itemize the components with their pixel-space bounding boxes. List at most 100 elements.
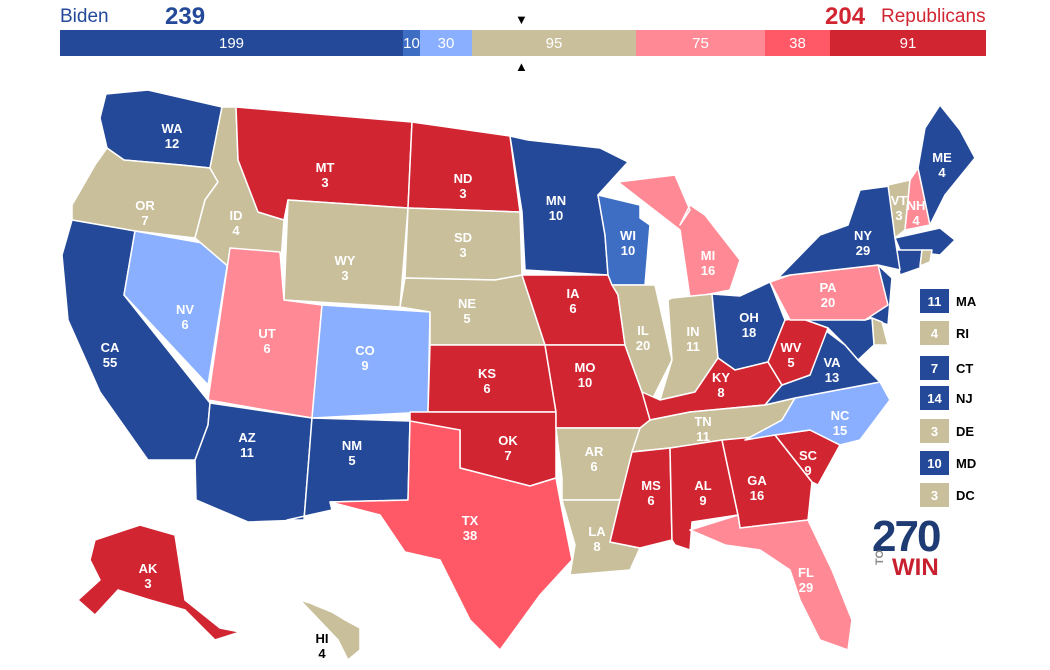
state-label-ne: NE bbox=[458, 296, 476, 311]
legend-ev-box[interactable]: 4 bbox=[920, 321, 949, 345]
legend-ev-box[interactable]: 14 bbox=[920, 386, 949, 410]
state-ev-ia: 6 bbox=[569, 301, 576, 316]
bar-segment-tossup: 95 bbox=[472, 30, 636, 56]
state-tx[interactable] bbox=[329, 420, 573, 651]
state-ev-nd: 3 bbox=[459, 186, 466, 201]
legend-ev-box[interactable]: 11 bbox=[920, 289, 949, 313]
legend-ev-box[interactable]: 7 bbox=[920, 356, 949, 380]
state-ev-mi: 16 bbox=[701, 263, 715, 278]
state-ev-oh: 18 bbox=[742, 325, 756, 340]
legend-row-nj[interactable]: 14 NJ bbox=[920, 386, 973, 410]
state-ev-sc: 9 bbox=[804, 463, 811, 478]
state-label-nh: NH bbox=[907, 198, 926, 213]
state-label-co: CO bbox=[355, 343, 375, 358]
bar-segment-lean-dem: 30 bbox=[420, 30, 472, 56]
state-label-tn: TN bbox=[694, 414, 711, 429]
logo-win: WIN bbox=[892, 554, 939, 581]
state-ev-ky: 8 bbox=[717, 385, 724, 400]
state-label-ia: IA bbox=[567, 286, 581, 301]
state-ev-az: 11 bbox=[240, 445, 254, 460]
state-ev-ar: 6 bbox=[590, 459, 597, 474]
state-ev-ak: 3 bbox=[144, 576, 151, 591]
electoral-vote-bar: 199 10 30 95 75 38 91 bbox=[60, 30, 986, 56]
state-ev-ks: 6 bbox=[483, 381, 490, 396]
state-ev-nv: 6 bbox=[181, 317, 188, 332]
state-label-ks: KS bbox=[478, 366, 496, 381]
state-label-or: OR bbox=[135, 198, 155, 213]
ma-shape[interactable] bbox=[894, 227, 956, 256]
state-label-ak: AK bbox=[139, 561, 158, 576]
legend-ev-box[interactable]: 3 bbox=[920, 483, 949, 507]
state-label-me: ME bbox=[932, 150, 952, 165]
state-label-sc: SC bbox=[799, 448, 818, 463]
state-ev-il: 20 bbox=[636, 338, 650, 353]
bar-segment-likely-dem: 10 bbox=[403, 30, 420, 56]
state-ev-nc: 15 bbox=[833, 423, 847, 438]
state-ev-wa: 12 bbox=[165, 136, 179, 151]
state-ev-pa: 20 bbox=[821, 295, 835, 310]
state-ak[interactable] bbox=[77, 524, 241, 641]
state-nv[interactable] bbox=[123, 230, 231, 386]
state-label-wi: WI bbox=[620, 228, 636, 243]
state-ev-in: 11 bbox=[686, 339, 700, 354]
state-ny[interactable] bbox=[777, 185, 901, 279]
legend-state-abbr: MA bbox=[956, 293, 977, 309]
state-ev-va: 13 bbox=[825, 370, 839, 385]
state-ev-al: 9 bbox=[699, 493, 706, 508]
state-ev-fl: 29 bbox=[799, 580, 813, 595]
state-label-ar: AR bbox=[585, 444, 604, 459]
legend-row-de[interactable]: 3 DE bbox=[920, 419, 974, 443]
state-label-wy: WY bbox=[335, 253, 356, 268]
legend-state-abbr: DE bbox=[956, 423, 975, 439]
legend-state-abbr: MD bbox=[956, 455, 977, 471]
legend-row-ri[interactable]: 4 RI bbox=[920, 321, 969, 345]
state-co[interactable] bbox=[311, 304, 431, 419]
state-label-va: VA bbox=[823, 355, 841, 370]
state-label-ca: CA bbox=[101, 340, 120, 355]
legend-row-ma[interactable]: 11 MA bbox=[920, 289, 976, 313]
ri-shape[interactable] bbox=[919, 249, 933, 267]
state-label-id: ID bbox=[230, 208, 243, 223]
state-label-nc: NC bbox=[831, 408, 850, 423]
dem-candidate-name: Biden bbox=[60, 6, 109, 27]
state-ev-ne: 5 bbox=[463, 311, 470, 326]
bar-segment-lean-rep: 75 bbox=[636, 30, 765, 56]
state-ev-ut: 6 bbox=[263, 341, 270, 356]
state-label-il: IL bbox=[637, 323, 649, 338]
state-mi[interactable] bbox=[617, 174, 741, 299]
rep-electoral-total: 204 bbox=[825, 3, 866, 30]
state-label-tx: TX bbox=[462, 513, 479, 528]
legend-row-dc[interactable]: 3 DC bbox=[920, 483, 975, 507]
state-me[interactable] bbox=[917, 104, 976, 226]
state-ev-ny: 29 bbox=[856, 243, 870, 258]
state-hi[interactable] bbox=[299, 599, 361, 661]
state-label-vt: VT bbox=[891, 193, 908, 208]
logo-to: TO bbox=[874, 549, 886, 565]
state-label-mt: MT bbox=[316, 160, 335, 175]
state-ev-la: 8 bbox=[593, 539, 600, 554]
state-ev-co: 9 bbox=[361, 358, 368, 373]
state-fl[interactable] bbox=[689, 514, 853, 651]
legend-row-ct[interactable]: 7 CT bbox=[920, 356, 973, 380]
state-wv[interactable] bbox=[767, 317, 829, 386]
state-label-nd: ND bbox=[454, 171, 473, 186]
state-label-wv: WV bbox=[781, 340, 802, 355]
state-ev-id: 4 bbox=[232, 223, 240, 238]
state-az[interactable] bbox=[194, 402, 313, 523]
270towin-logo: 270 TO WIN bbox=[872, 515, 952, 585]
state-label-fl: FL bbox=[798, 565, 814, 580]
legend-ev-box[interactable]: 10 bbox=[920, 451, 949, 475]
legend-row-md[interactable]: 10 MD bbox=[920, 451, 976, 475]
state-label-ut: UT bbox=[258, 326, 275, 341]
state-label-pa: PA bbox=[819, 280, 837, 295]
state-ev-wi: 10 bbox=[621, 243, 635, 258]
state-ev-hi: 4 bbox=[318, 646, 326, 661]
state-label-ga: GA bbox=[747, 473, 767, 488]
state-label-la: LA bbox=[588, 524, 606, 539]
state-label-ms: MS bbox=[641, 478, 661, 493]
bar-segment-safe-rep: 91 bbox=[830, 30, 986, 56]
legend-ev-box[interactable]: 3 bbox=[920, 419, 949, 443]
state-label-wa: WA bbox=[162, 121, 184, 136]
state-ev-ga: 16 bbox=[750, 488, 764, 503]
